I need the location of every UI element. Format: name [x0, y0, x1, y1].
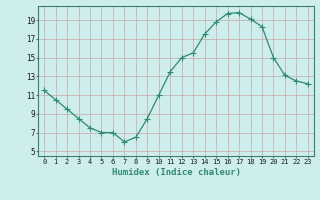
X-axis label: Humidex (Indice chaleur): Humidex (Indice chaleur) — [111, 168, 241, 177]
